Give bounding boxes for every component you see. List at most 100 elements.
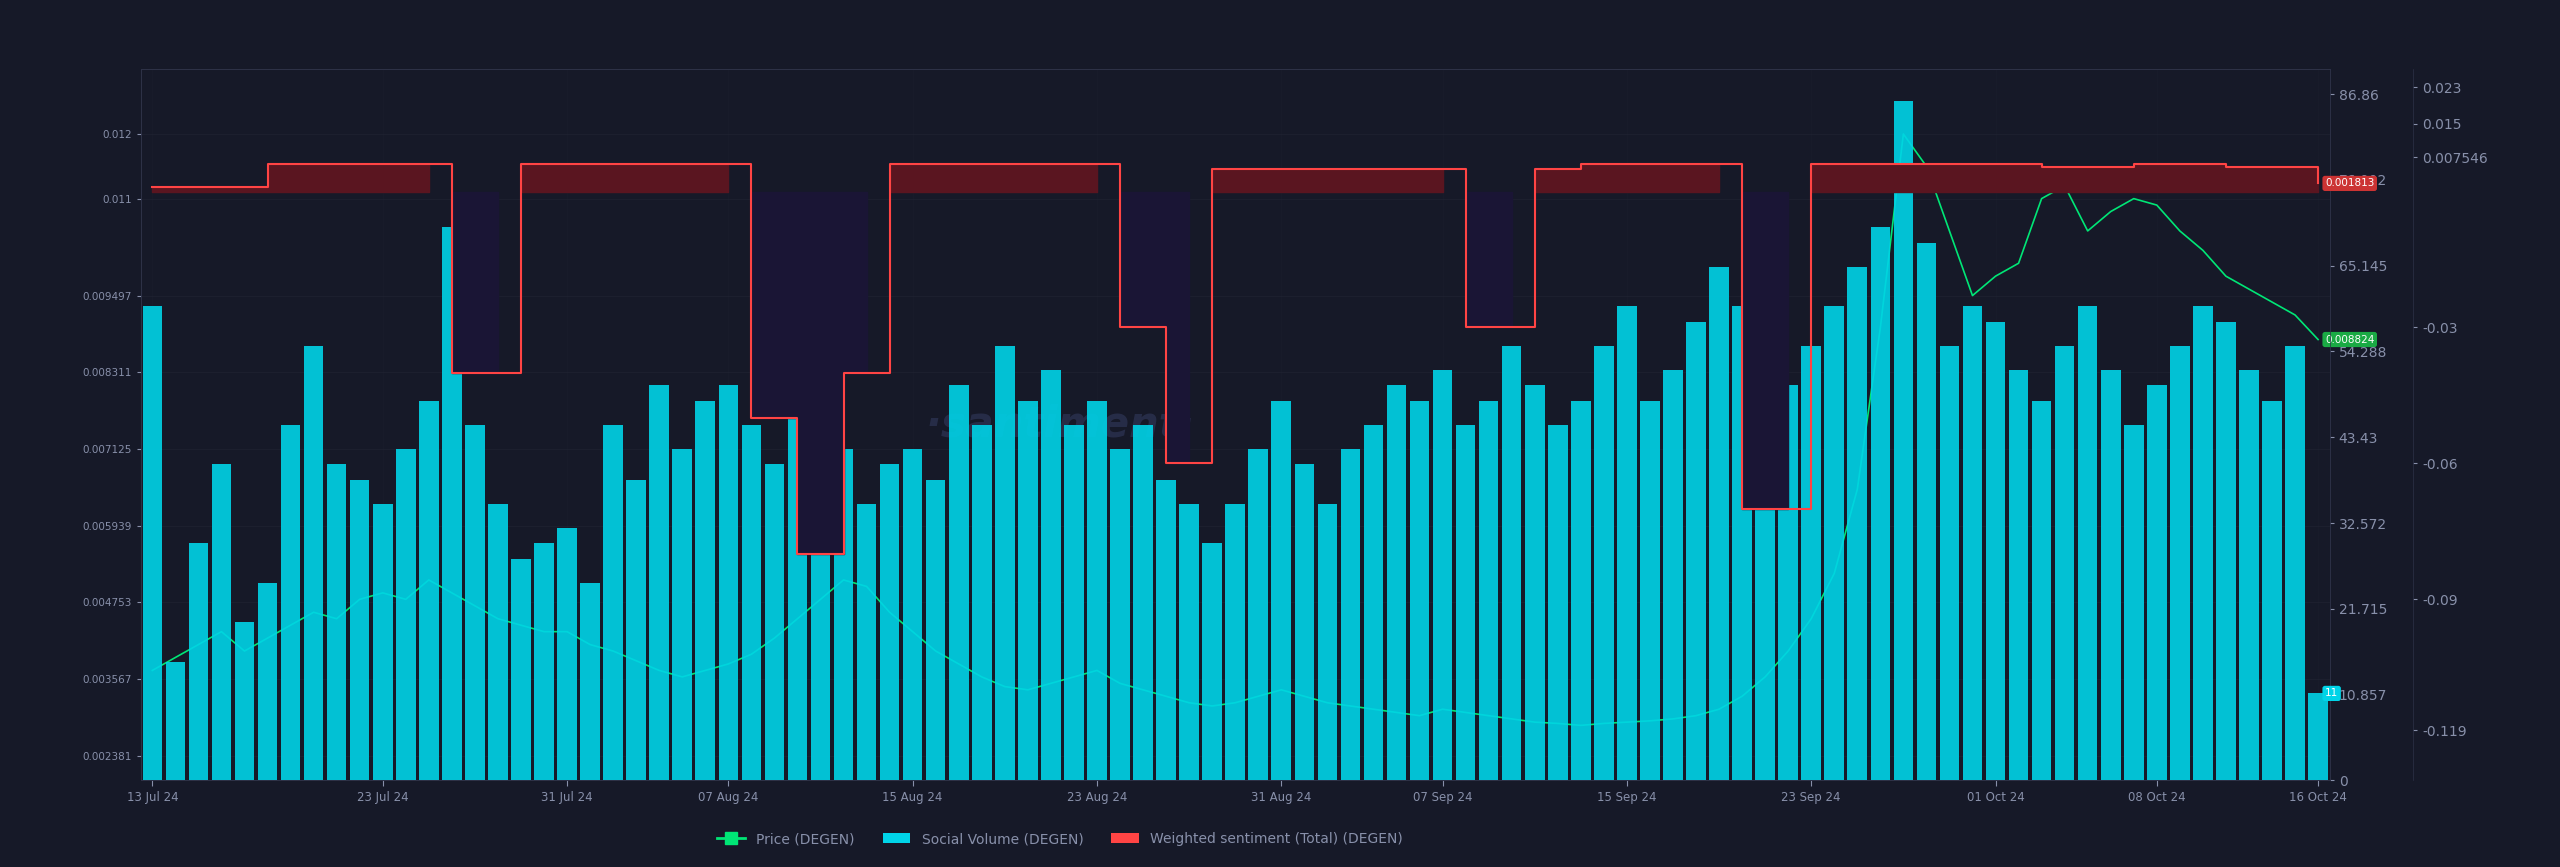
Bar [604,425,622,780]
Bar [1618,306,1636,780]
Bar [1134,425,1152,780]
Bar [1825,306,1843,780]
Bar [1549,425,1567,780]
Bar [1388,385,1405,780]
Bar [2194,306,2212,780]
Bar [143,306,161,780]
Bar [1226,504,1244,780]
Bar [1894,101,1912,780]
Bar [1111,448,1129,780]
Bar [1756,346,1774,780]
Bar [1480,401,1498,780]
Bar [858,504,876,780]
Bar [673,448,691,780]
Bar [305,346,323,780]
Bar [212,465,230,780]
Bar [1940,346,1958,780]
Bar [558,527,576,780]
Bar [2286,346,2304,780]
Bar [1848,267,1866,780]
Bar [2217,323,2235,780]
Bar [2079,306,2097,780]
Text: ·santiment·: ·santiment· [924,404,1196,446]
Bar [282,425,300,780]
Bar [1987,323,2004,780]
Text: 11: 11 [2324,688,2337,699]
Bar [1203,544,1221,780]
Bar [1364,425,1382,780]
Bar [1733,306,1751,780]
Bar [535,544,553,780]
Bar [2010,369,2028,780]
Bar [627,480,645,780]
Bar [328,465,346,780]
Bar [719,385,737,780]
Bar [650,385,668,780]
Bar [1088,401,1106,780]
Bar [1411,401,1428,780]
Bar [973,425,991,780]
Bar [696,401,714,780]
Bar [2309,694,2327,780]
Bar [1503,346,1521,780]
Legend: Price (DEGEN), Social Volume (DEGEN), Weighted sentiment (Total) (DEGEN): Price (DEGEN), Social Volume (DEGEN), We… [712,826,1408,851]
Bar [788,401,806,780]
Bar [259,583,276,780]
Bar [166,662,184,780]
Bar [1019,401,1037,780]
Bar [1434,369,1452,780]
Text: 0.008824: 0.008824 [2324,335,2373,344]
Bar [835,448,852,780]
Bar [1295,465,1313,780]
Bar [581,583,599,780]
Bar [1687,323,1705,780]
Bar [1710,267,1728,780]
Bar [236,623,253,780]
Bar [489,504,507,780]
Bar [1042,369,1060,780]
Bar [1065,425,1083,780]
Bar [2125,425,2143,780]
Bar [1341,448,1359,780]
Bar [443,227,461,780]
Bar [927,480,945,780]
Bar [1917,243,1935,780]
Bar [1641,401,1659,780]
Bar [1157,480,1175,780]
Bar [420,401,438,780]
Bar [2263,401,2281,780]
Bar [2102,369,2120,780]
Bar [374,504,392,780]
Bar [950,385,968,780]
Bar [189,544,207,780]
Bar [1249,448,1267,780]
Bar [2056,346,2074,780]
Bar [1180,504,1198,780]
Bar [1318,504,1336,780]
Bar [1526,385,1544,780]
Bar [881,465,899,780]
Bar [1871,227,1889,780]
Bar [1964,306,1981,780]
Bar [1779,385,1797,780]
Bar [512,559,530,780]
Bar [765,465,783,780]
Bar [1272,401,1290,780]
Bar [742,425,760,780]
Text: 0.001813: 0.001813 [2324,179,2373,188]
Bar [1572,401,1590,780]
Bar [351,480,369,780]
Bar [904,448,922,780]
Bar [2240,369,2258,780]
Bar [1595,346,1613,780]
Bar [2148,385,2166,780]
Bar [1664,369,1682,780]
Bar [466,425,484,780]
Bar [2171,346,2189,780]
Bar [996,346,1014,780]
Bar [397,448,415,780]
Bar [1457,425,1475,780]
Bar [812,385,829,780]
Bar [1802,346,1820,780]
Bar [2033,401,2051,780]
